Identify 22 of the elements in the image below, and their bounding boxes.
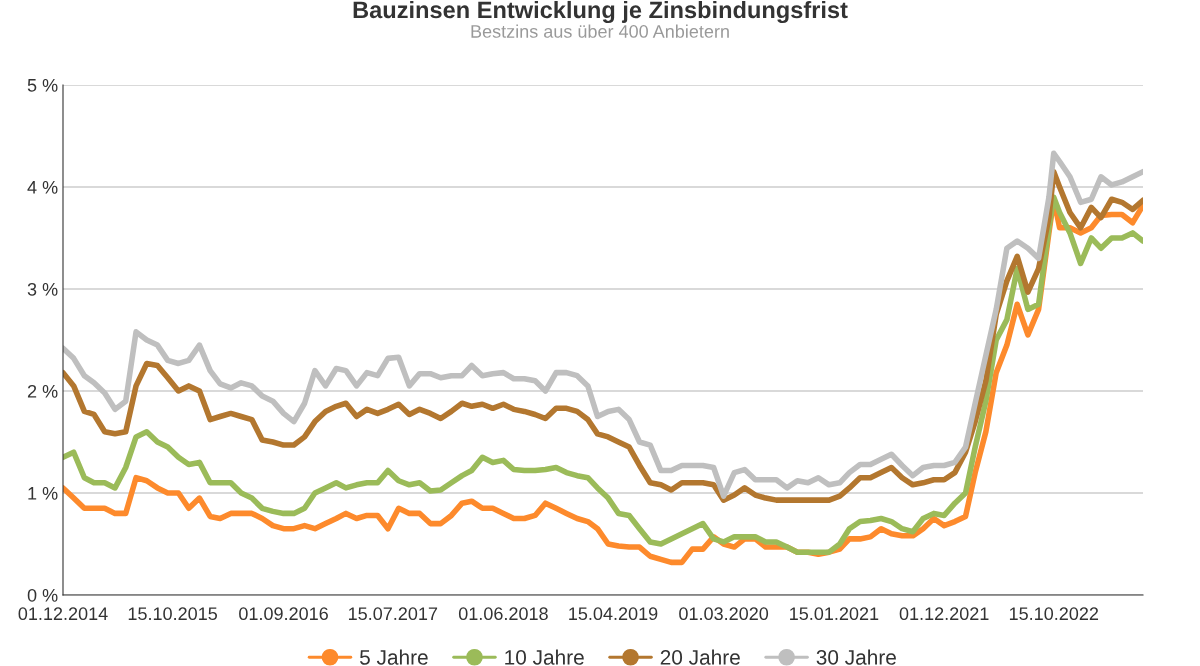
legend-label: 20 Jahre (660, 649, 740, 665)
legend-label: 5 Jahre (359, 649, 428, 665)
y-tick-label: 5 % (27, 79, 58, 92)
y-tick-label: 2 % (27, 384, 58, 398)
x-tick-label: 15.01.2021 (790, 607, 879, 621)
x-tick-label: 15.10.2015 (128, 607, 218, 621)
x-tick-label: 01.09.2016 (239, 607, 328, 621)
chart-subtitle: Bestzins aus über 400 Anbietern (471, 24, 729, 38)
y-tick-label: 0 % (27, 588, 58, 602)
x-tick-label: 01.12.2021 (899, 607, 989, 621)
x-tick-label: 15.04.2019 (569, 607, 658, 621)
y-tick-label: 4 % (27, 181, 58, 194)
chart-title: Bauzinsen Entwicklung je Zinsbindungsfrist (353, 0, 848, 24)
y-tick-label: 1 % (28, 487, 58, 500)
x-tick-label: 15.10.2022 (1009, 607, 1099, 621)
x-tick-label: 01.12.2014 (18, 607, 108, 621)
x-tick-label: 01.06.2018 (458, 607, 548, 621)
x-tick-label: 01.03.2020 (679, 607, 769, 621)
x-tick-label: 15.07.2017 (348, 607, 438, 621)
y-tick-label: 3 % (27, 282, 58, 296)
legend-label: 30 Jahre (816, 649, 896, 665)
legend-label: 10 Jahre (505, 649, 584, 665)
